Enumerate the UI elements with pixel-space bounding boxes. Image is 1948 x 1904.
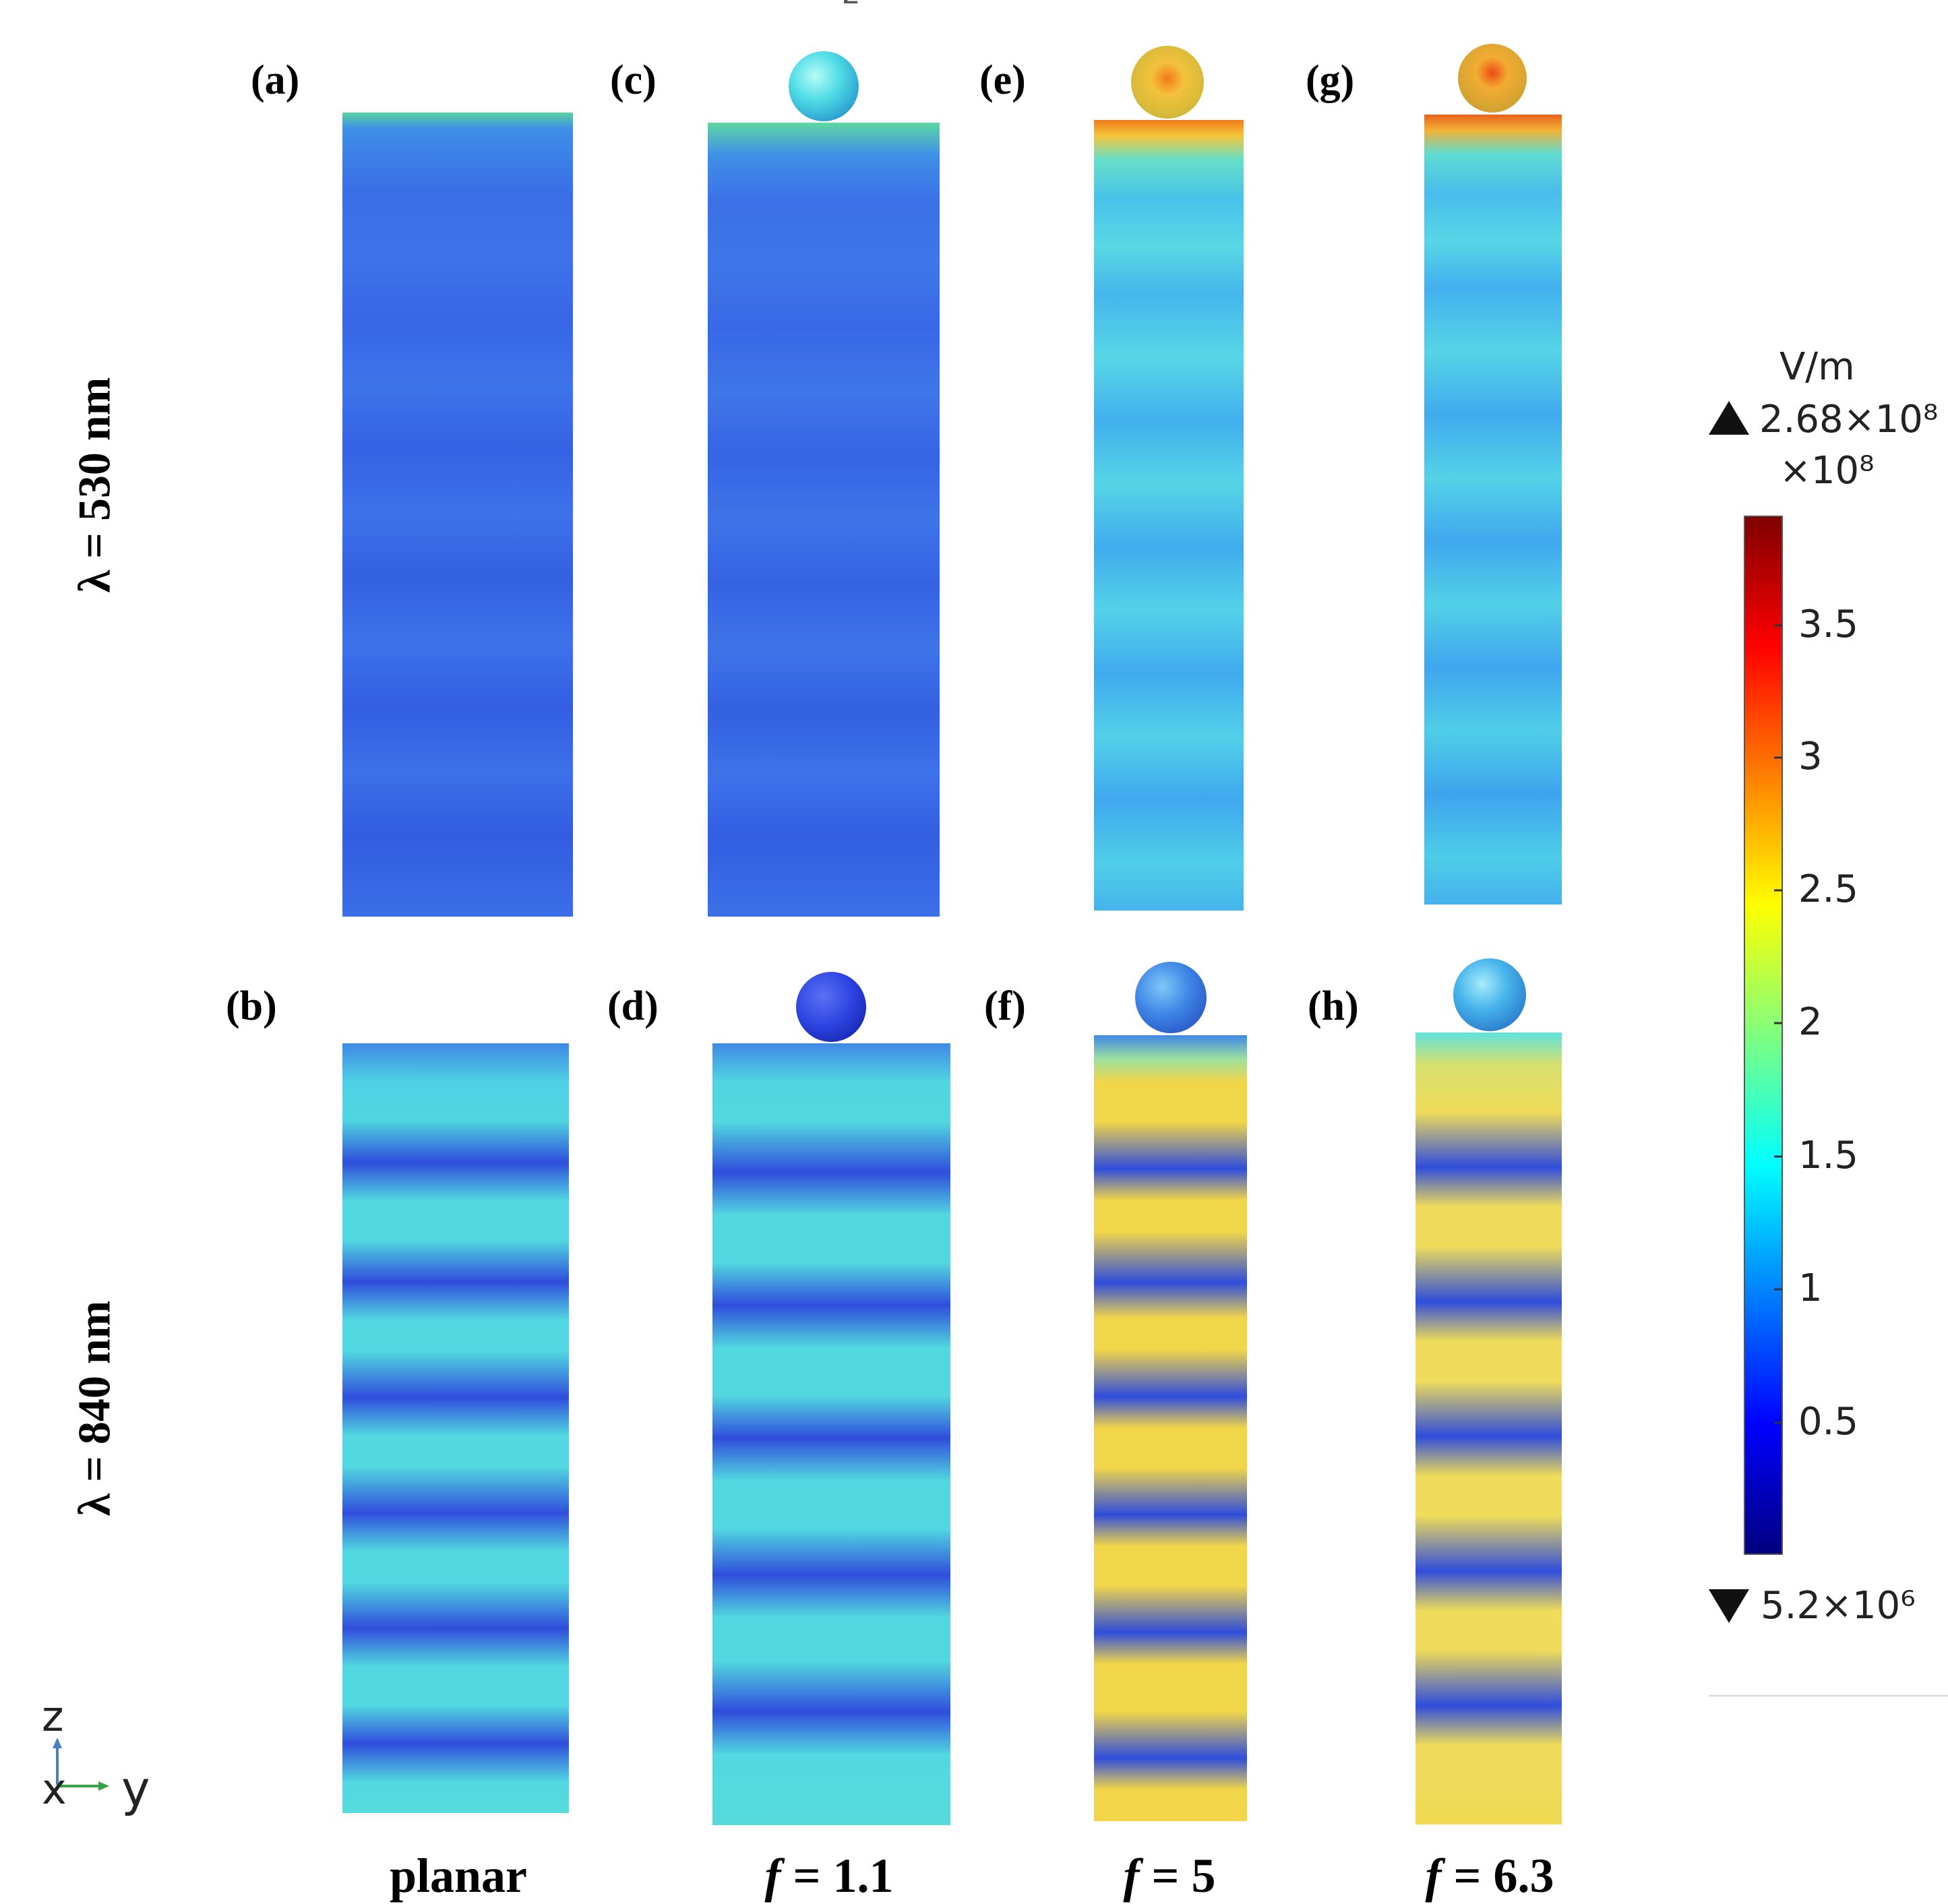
panel-label-f: (f) bbox=[984, 983, 1026, 1029]
panel-label-h: (h) bbox=[1308, 983, 1359, 1029]
column-label-f-1-1: f = 1.1 bbox=[764, 1849, 894, 1903]
row-label-530: λ = 530 nm bbox=[68, 377, 120, 593]
min-triangle-icon bbox=[1709, 1589, 1749, 1623]
sphere-d bbox=[796, 972, 866, 1042]
sphere-f bbox=[1135, 962, 1207, 1033]
sphere-g bbox=[1458, 44, 1527, 113]
colorbar-tick-label: 0.5 bbox=[1798, 1400, 1859, 1444]
column-label-f-6-3: f = 6.3 bbox=[1425, 1849, 1554, 1903]
colorbar-ticks bbox=[1774, 624, 1782, 1424]
row-label-840: λ = 840 nm bbox=[68, 1300, 120, 1516]
colorbar-tick-label: 2 bbox=[1798, 1000, 1823, 1044]
field-panel-g bbox=[1424, 115, 1562, 904]
sphere-h bbox=[1453, 958, 1526, 1031]
sphere-c bbox=[789, 51, 859, 121]
top-axis-mark: z bbox=[843, 0, 859, 11]
colorbar-unit: V/m bbox=[1779, 345, 1855, 389]
panel-label-a: (a) bbox=[251, 57, 300, 103]
sphere-e bbox=[1131, 46, 1204, 119]
column-label-planar: planar bbox=[389, 1849, 528, 1903]
colorbar-multiplier: ×10⁸ bbox=[1779, 449, 1875, 493]
triad-z-label: z bbox=[42, 1692, 64, 1741]
colorbar-tick-label: 2.5 bbox=[1798, 867, 1859, 911]
triad-x-label: x bbox=[42, 1764, 67, 1814]
colorbar-min-value: 5.2×10⁶ bbox=[1761, 1584, 1916, 1628]
field-panel-b bbox=[342, 1043, 569, 1813]
max-triangle-icon bbox=[1709, 401, 1749, 435]
panel-label-b: (b) bbox=[226, 983, 277, 1029]
colorbar-tick-label: 3 bbox=[1798, 735, 1823, 778]
field-panel-c bbox=[708, 123, 940, 917]
field-panel-h bbox=[1416, 1033, 1562, 1824]
panel-label-c: (c) bbox=[610, 57, 657, 103]
field-panel-a bbox=[342, 113, 573, 917]
panel-label-d: (d) bbox=[607, 983, 659, 1029]
colorbar-tick-label: 3.5 bbox=[1798, 603, 1859, 646]
field-panel-e bbox=[1094, 120, 1244, 911]
colorbar-max-value: 2.68×10⁸ bbox=[1759, 398, 1939, 441]
field-panel-d bbox=[712, 1043, 950, 1825]
colorbar-tick-label: 1 bbox=[1798, 1266, 1823, 1310]
triad-y-label: y bbox=[121, 1760, 150, 1817]
panel-label-g: (g) bbox=[1306, 57, 1355, 103]
axes-triad-icon bbox=[53, 1738, 109, 1791]
field-panel-f bbox=[1094, 1035, 1247, 1821]
column-label-f-5: f = 5 bbox=[1123, 1849, 1216, 1903]
colorbar bbox=[1744, 516, 1783, 1555]
colorbar-tick-label: 1.5 bbox=[1798, 1134, 1859, 1177]
panel-label-e: (e) bbox=[979, 57, 1026, 103]
